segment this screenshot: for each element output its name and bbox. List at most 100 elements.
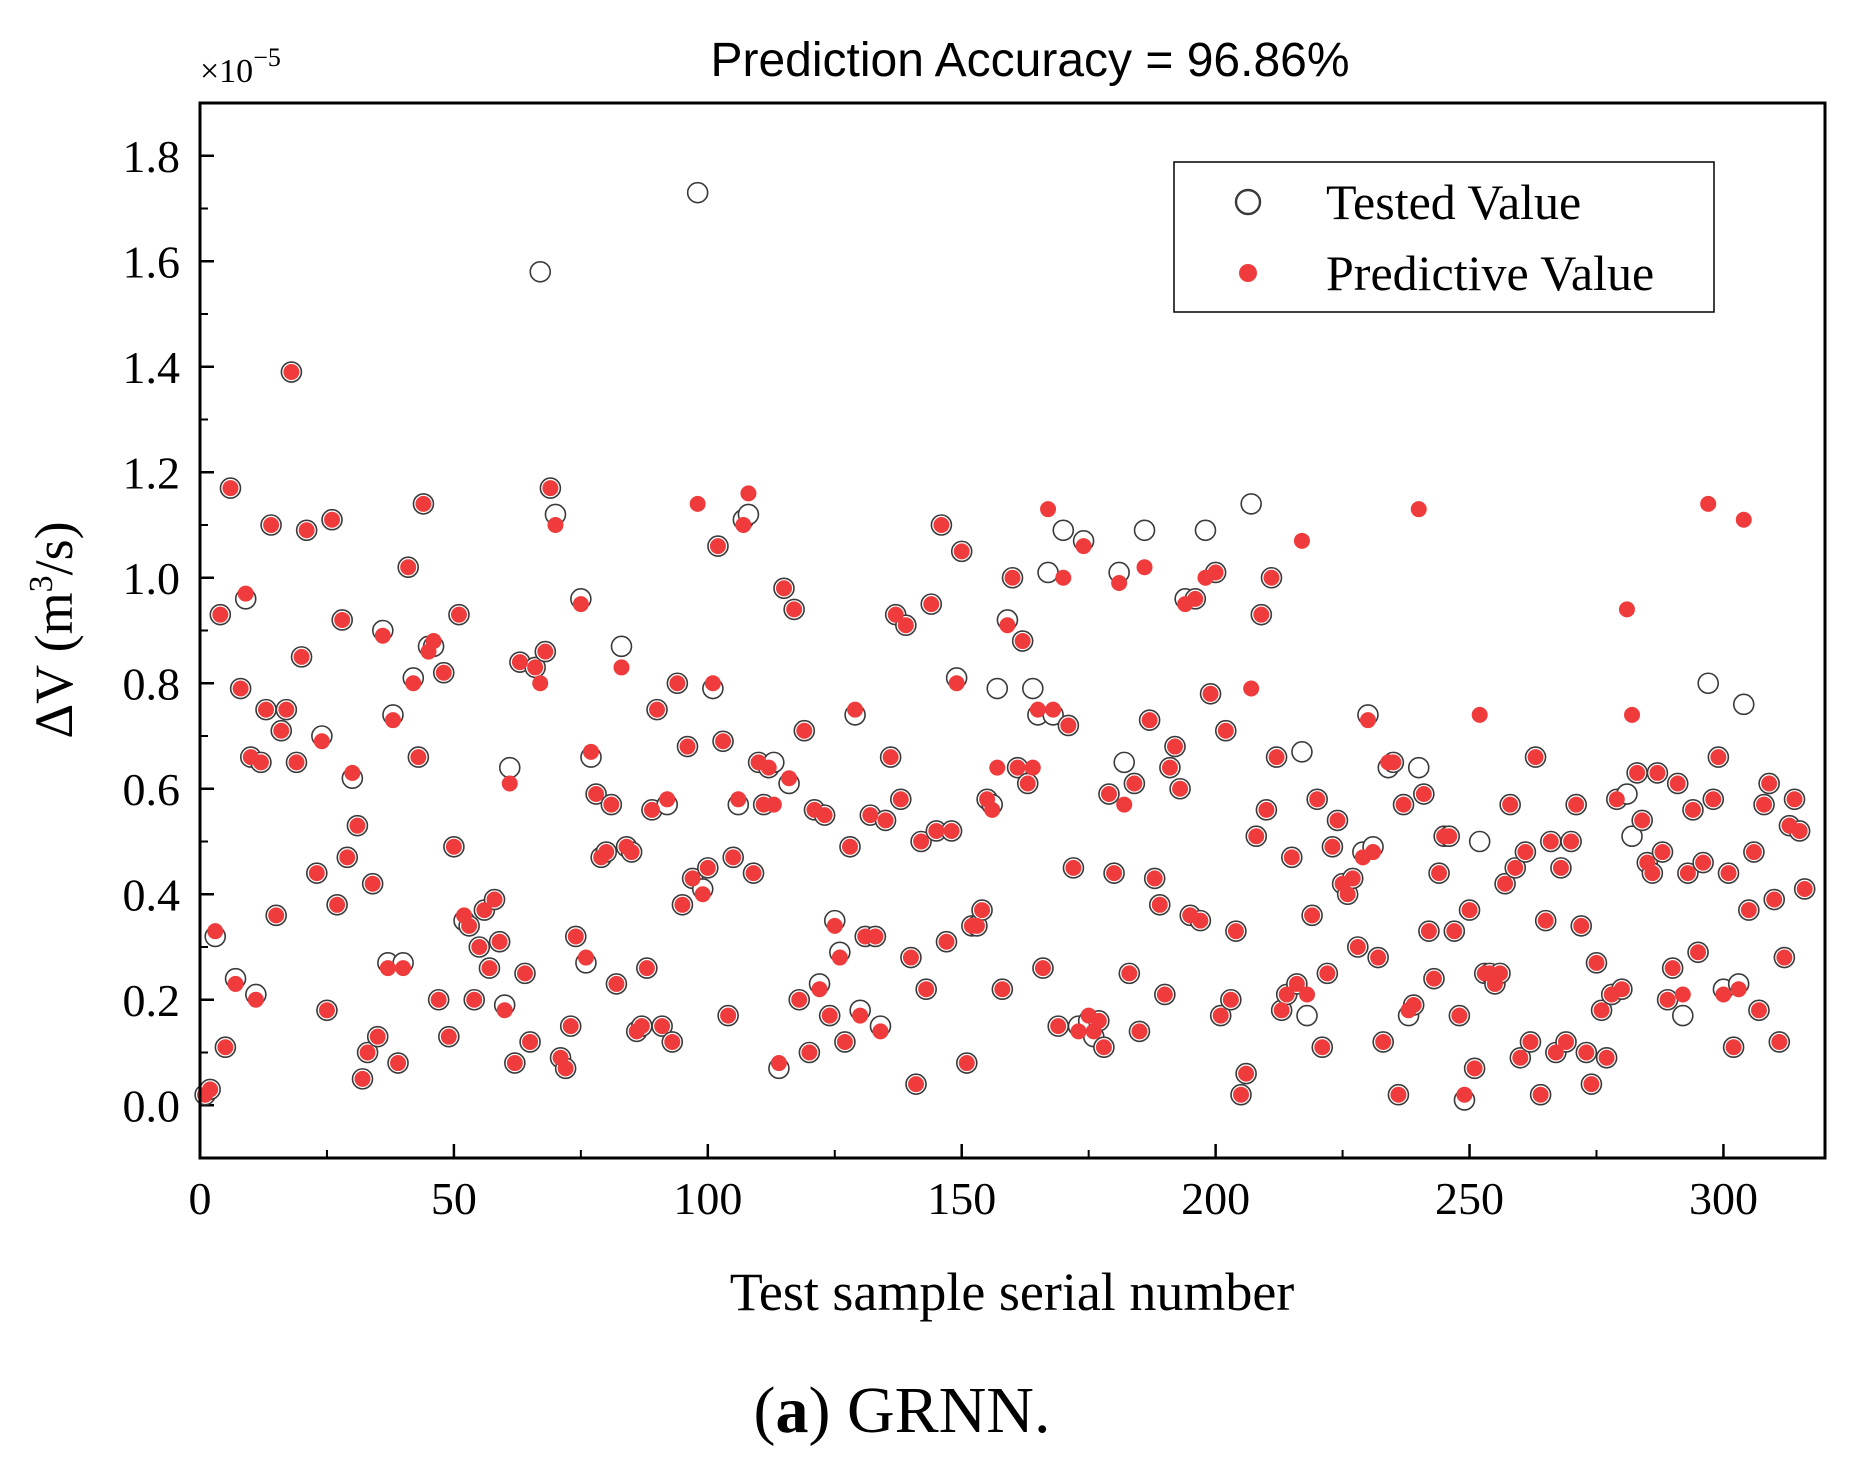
predictive-value-point bbox=[984, 801, 1001, 818]
predictive-value-point bbox=[1745, 844, 1762, 861]
predictive-value-point bbox=[588, 786, 605, 803]
predictive-value-point bbox=[1212, 1007, 1229, 1024]
predictive-value-point bbox=[968, 917, 985, 934]
legend-tested-marker bbox=[1234, 188, 1262, 216]
tested-value-point bbox=[1113, 751, 1136, 774]
predictive-value-point bbox=[928, 822, 945, 839]
y-tick-label: 1.8 bbox=[123, 131, 181, 182]
predictive-value-point bbox=[1187, 590, 1204, 607]
predictive-value-point bbox=[1715, 986, 1732, 1003]
predictive-value-point bbox=[252, 754, 269, 771]
predictive-value-point bbox=[999, 617, 1016, 634]
predictive-value-point bbox=[689, 495, 706, 512]
predictive-value-point bbox=[1283, 849, 1300, 866]
tested-value-point bbox=[1194, 519, 1217, 542]
tested-value-point bbox=[1468, 830, 1491, 853]
predictive-value-point bbox=[1090, 1012, 1107, 1029]
predictive-value-point bbox=[476, 902, 493, 919]
predictive-value-point bbox=[1654, 844, 1671, 861]
predictive-value-point bbox=[572, 596, 589, 613]
predictive-value-point bbox=[1019, 775, 1036, 792]
figure-caption: (a) GRNN. bbox=[754, 1374, 1051, 1447]
predictive-value-point bbox=[1156, 986, 1173, 1003]
predictive-value-point bbox=[1344, 870, 1361, 887]
predictive-value-point bbox=[400, 559, 417, 576]
predictive-value-point bbox=[872, 1023, 889, 1040]
predictive-value-point bbox=[1431, 865, 1448, 882]
predictive-value-point bbox=[674, 896, 691, 913]
predictive-value-point bbox=[1756, 796, 1773, 813]
predictive-value-point bbox=[207, 923, 224, 940]
predictive-value-point bbox=[1593, 1002, 1610, 1019]
y-tick-label: 0.0 bbox=[123, 1080, 181, 1131]
predictive-value-point bbox=[1461, 902, 1478, 919]
predictive-value-point bbox=[1288, 975, 1305, 992]
predictive-value-point bbox=[232, 680, 249, 697]
predictive-value-point bbox=[1492, 965, 1508, 982]
predictive-value-point bbox=[1339, 886, 1356, 903]
predictive-value-point bbox=[669, 675, 686, 692]
predictive-value-point bbox=[1116, 796, 1133, 813]
predictive-value-point bbox=[1618, 601, 1635, 618]
predictive-value-point bbox=[1324, 838, 1341, 855]
predictive-value-point bbox=[1299, 986, 1316, 1003]
predictive-value-point bbox=[943, 822, 960, 839]
predictive-value-point bbox=[1664, 960, 1681, 977]
predictive-value-point bbox=[1167, 738, 1183, 755]
x-tick-label: 100 bbox=[673, 1173, 742, 1224]
predictive-value-point bbox=[862, 807, 879, 824]
predictive-value-point bbox=[258, 701, 275, 718]
predictive-value-point bbox=[1624, 706, 1641, 723]
predictive-value-point bbox=[288, 754, 305, 771]
tested-value-point bbox=[686, 181, 709, 204]
predictive-value-point bbox=[1365, 844, 1382, 861]
predictive-value-point bbox=[1649, 764, 1666, 781]
predictive-value-point bbox=[440, 1028, 457, 1045]
x-tick-label: 150 bbox=[927, 1173, 996, 1224]
predictive-value-point bbox=[745, 865, 762, 882]
predictive-value-point bbox=[740, 485, 757, 502]
tested-value-point bbox=[1732, 693, 1755, 716]
predictive-value-point bbox=[877, 812, 894, 829]
predictive-value-point bbox=[1527, 749, 1544, 766]
predictive-value-point bbox=[1329, 812, 1346, 829]
predictive-value-point bbox=[486, 891, 503, 908]
y-tick-label: 0.8 bbox=[123, 658, 181, 709]
predictive-value-point bbox=[1385, 754, 1402, 771]
predictive-value-point bbox=[842, 838, 858, 855]
predictive-value-point bbox=[1690, 944, 1707, 961]
predictive-value-point bbox=[1497, 875, 1514, 892]
predictive-value-point bbox=[410, 749, 427, 766]
predictive-value-point bbox=[501, 775, 518, 792]
predictive-value-point bbox=[247, 991, 264, 1008]
predictive-value-point bbox=[1466, 1060, 1483, 1077]
predictive-value-point bbox=[1766, 891, 1783, 908]
predictive-value-point bbox=[1441, 828, 1458, 845]
predictive-value-point bbox=[1004, 569, 1021, 586]
y-tick-label: 0.4 bbox=[123, 869, 181, 920]
predictive-value-point bbox=[217, 1039, 234, 1056]
predictive-value-point bbox=[349, 817, 366, 834]
tested-value-point bbox=[1037, 561, 1059, 584]
predictive-value-point bbox=[704, 675, 721, 692]
predictive-value-point bbox=[933, 517, 950, 533]
predictive-value-point bbox=[821, 1007, 838, 1024]
predictive-value-point bbox=[496, 1002, 513, 1019]
x-tick-label: 200 bbox=[1181, 1173, 1250, 1224]
legend-box bbox=[1173, 161, 1715, 313]
predictive-value-point bbox=[1309, 791, 1326, 808]
predictive-value-point bbox=[958, 1055, 975, 1072]
predictive-value-point bbox=[517, 965, 533, 982]
predictive-value-point bbox=[369, 1028, 386, 1045]
y-tick-label: 0.6 bbox=[123, 764, 181, 815]
predictive-value-point bbox=[1065, 859, 1082, 876]
predictive-value-point bbox=[1674, 986, 1691, 1003]
predictive-value-point bbox=[1314, 1039, 1331, 1056]
predictive-value-point bbox=[1710, 749, 1727, 766]
predictive-value-point bbox=[1451, 1007, 1468, 1024]
predictive-value-point bbox=[664, 1033, 681, 1050]
predictive-value-point bbox=[643, 801, 660, 818]
predictive-value-point bbox=[1040, 501, 1057, 518]
tested-value-point bbox=[986, 677, 1009, 700]
predictive-value-point bbox=[577, 949, 594, 966]
